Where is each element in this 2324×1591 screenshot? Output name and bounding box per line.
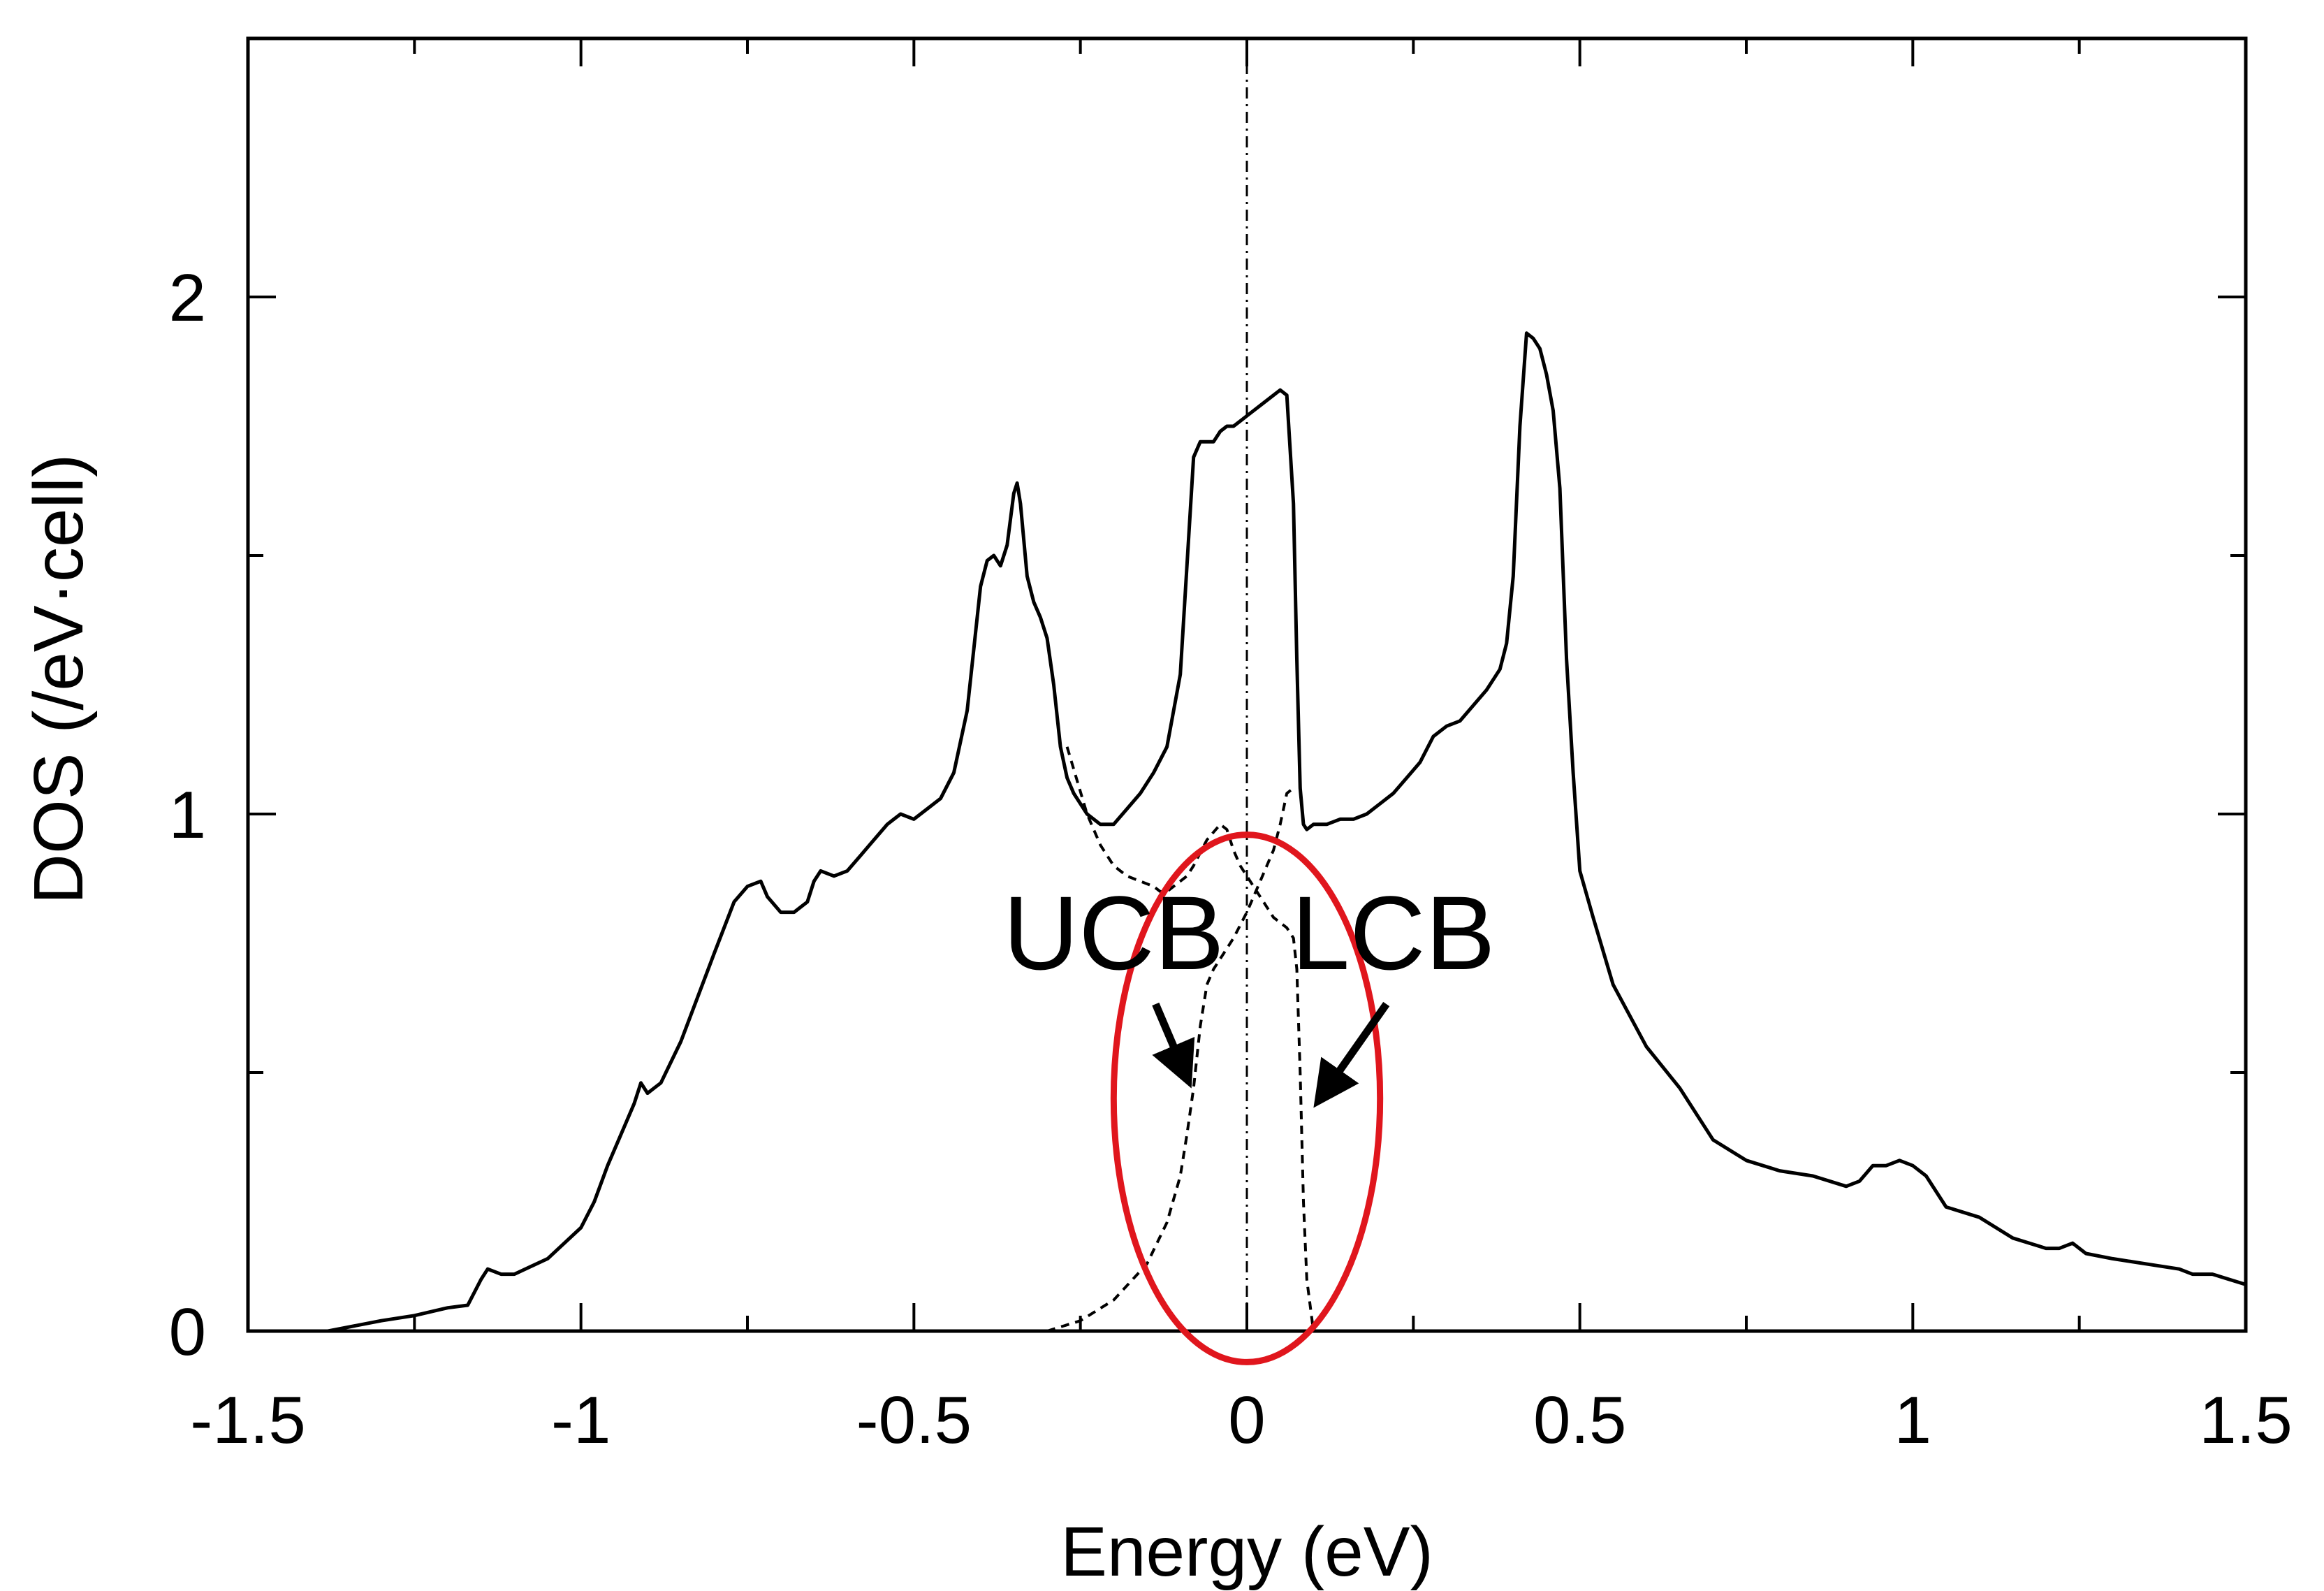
x-tick-label: -1.5 — [190, 1383, 305, 1458]
series-line-lcb — [1065, 746, 1315, 1332]
annotation-label-ucb: UCB — [1003, 874, 1225, 991]
highlight-ellipse — [1110, 831, 1384, 1365]
x-tick-label: 1 — [1894, 1383, 1931, 1458]
series-line-ucb — [1046, 787, 1294, 1332]
y-tick-label: 2 — [169, 261, 206, 335]
x-tick-label: -1 — [551, 1383, 611, 1458]
x-tick-label: 0 — [1228, 1383, 1265, 1458]
y-axis-title: DOS (/eV·cell) — [20, 454, 98, 905]
y-tick-label: 1 — [169, 778, 206, 852]
x-axis-title: Energy (eV) — [1060, 1513, 1433, 1591]
x-tick-label: 1.5 — [2199, 1383, 2292, 1458]
series-line-total-dos — [327, 331, 2246, 1333]
x-tick-label: -0.5 — [856, 1383, 972, 1458]
annotation-label-lcb: LCB — [1292, 874, 1496, 991]
annotation-arrow-ucb — [1152, 1002, 1195, 1089]
y-tick-label: 0 — [169, 1295, 206, 1370]
annotation-arrow-lcb — [1313, 1001, 1390, 1108]
plot-area: -1.5 -1 -0.5 0 0.5 1 1.5 0 1 2 UCB LCB — [169, 36, 2293, 1458]
x-tick-label: 0.5 — [1533, 1383, 1626, 1458]
